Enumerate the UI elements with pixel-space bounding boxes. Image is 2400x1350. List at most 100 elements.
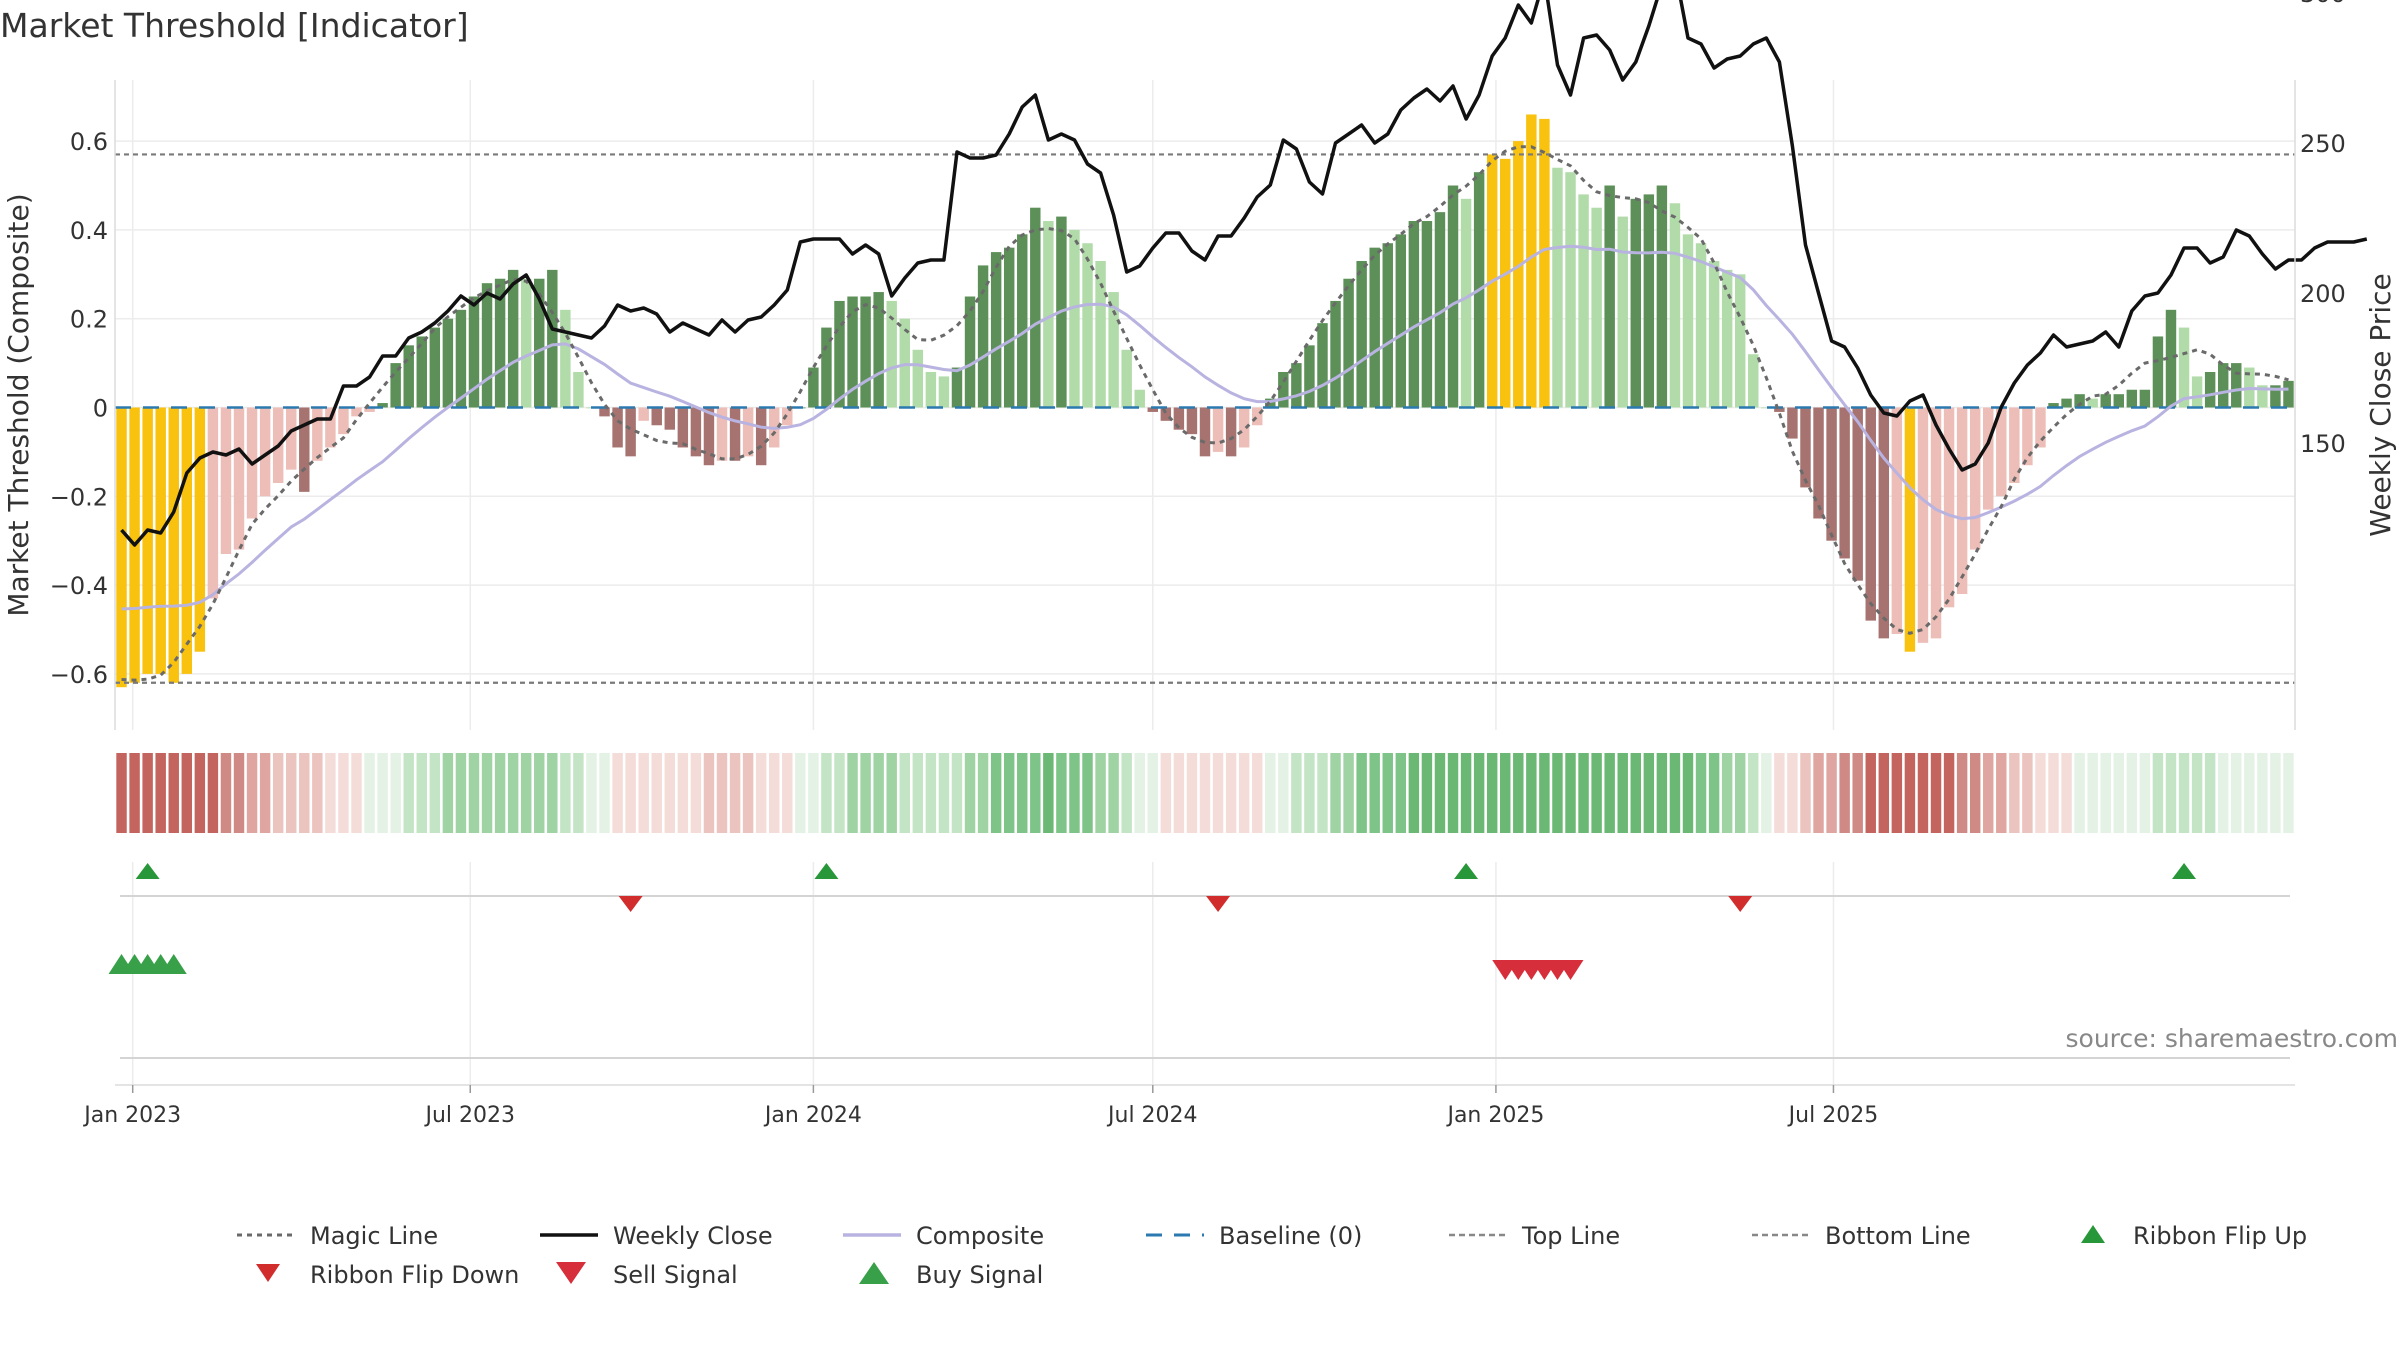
composite-bar [1839, 407, 1850, 559]
ribbon-flip-down-icon [256, 1264, 280, 1282]
composite-bar [1761, 407, 1772, 409]
legend-item-baseline: Baseline (0) [1146, 1222, 1362, 1250]
legend-item-sell-signal: Sell Signal [556, 1261, 738, 1289]
ribbon-cell [1565, 753, 1576, 833]
composite-bar [2283, 380, 2294, 408]
composite-bar [755, 407, 767, 466]
composite-bar [207, 407, 219, 599]
composite-bar [1578, 194, 1589, 408]
ribbon-cell [168, 753, 179, 833]
weekly-close-line [120, 0, 2368, 547]
ribbon-cell [312, 753, 323, 833]
ribbon-cell [377, 753, 388, 833]
ribbon-cell [1108, 753, 1119, 833]
ribbon-cell [220, 753, 232, 833]
composite-bar [1447, 185, 1459, 408]
composite-bar [2178, 327, 2190, 408]
composite-bar [2113, 394, 2124, 408]
y-axis-left-label: Market Threshold (Composite) [2, 193, 35, 616]
ribbon-cell [1317, 753, 1328, 833]
composite-bar [1904, 407, 1916, 652]
ribbon-cell [429, 753, 441, 833]
composite-bar [2231, 363, 2242, 408]
composite-bar [1043, 221, 1054, 408]
composite-bar [703, 407, 715, 466]
composite-bar [2165, 309, 2177, 408]
ribbon-cell [2204, 753, 2216, 833]
ribbon-cell [2217, 753, 2229, 833]
composite-bar [1983, 407, 1994, 510]
ribbon-cell [1708, 753, 1720, 833]
composite-bar [259, 407, 271, 497]
legend-item-magic-line: Magic Line [237, 1222, 438, 1250]
composite-bar [142, 407, 153, 674]
composite-bar [1317, 323, 1328, 408]
ribbon-cell [1356, 753, 1367, 833]
ribbon-cell [1199, 753, 1211, 833]
ribbon-cell [573, 753, 584, 833]
ribbon-cell [207, 753, 219, 833]
composite-bar [2217, 363, 2229, 408]
composite-bar [638, 407, 649, 421]
ribbon-cell [246, 753, 258, 833]
composite-bar [938, 376, 950, 408]
ribbon-cell [742, 753, 754, 833]
composite-bar [2152, 336, 2164, 408]
composite-bar [507, 269, 519, 408]
source-label: source: sharemaestro.com [2066, 1024, 2399, 1053]
composite-bar [1108, 292, 1119, 408]
ribbon-cell [834, 753, 845, 833]
composite-bar [520, 278, 532, 408]
ribbon-cell [1069, 753, 1080, 833]
ribbon-cell [1904, 753, 1916, 833]
sell-signal-icon [556, 1262, 586, 1284]
ribbon-cell [2139, 753, 2151, 833]
ribbon-cell [795, 753, 806, 833]
ribbon-flip-up-marker [814, 863, 839, 879]
composite-bar [834, 300, 845, 408]
y-tick-left-label: 0 [93, 395, 108, 423]
composite-bar [116, 407, 127, 688]
composite-bar [1434, 212, 1446, 408]
composite-bar [1630, 198, 1641, 408]
composite-bar [1656, 185, 1668, 408]
composite-bar [1212, 407, 1224, 452]
composite-bar [1852, 407, 1863, 581]
ribbon-cell [1761, 753, 1772, 833]
composite-bar [299, 407, 310, 492]
ribbon-cell [1878, 753, 1890, 833]
ribbon-cell [2009, 753, 2020, 833]
ribbon-cell [1748, 753, 1759, 833]
composite-bar [677, 407, 689, 448]
legend-item-ribbon-flip-up: Ribbon Flip Up [2081, 1222, 2307, 1250]
composite-bar [1669, 203, 1681, 408]
composite-bar [1199, 407, 1211, 457]
composite-bar [573, 371, 584, 408]
ribbon-cell [2257, 753, 2268, 833]
ribbon-cell [769, 753, 780, 833]
composite-bar [742, 407, 754, 457]
ribbon-cell [1382, 753, 1393, 833]
legend-item-top-line: Top Line [1449, 1222, 1620, 1250]
composite-bar [1774, 407, 1785, 412]
composite-bar [651, 407, 662, 426]
ribbon-cell [1330, 753, 1341, 833]
composite-bar [155, 407, 166, 674]
composite-bar [220, 407, 232, 555]
ribbon-cell [1017, 753, 1028, 833]
ribbon-cell [1734, 753, 1746, 833]
ribbon-cell [2126, 753, 2138, 833]
composite-bar [2126, 389, 2138, 408]
ribbon-cell [1121, 753, 1132, 833]
composite-bar [534, 278, 545, 408]
ribbon-cell [1434, 753, 1446, 833]
legend-label-sell-signal: Sell Signal [613, 1261, 738, 1289]
ribbon-cell [1343, 753, 1354, 833]
ribbon-cell [364, 753, 375, 833]
y-tick-left-label: 0.2 [70, 306, 108, 334]
composite-bar [1996, 407, 2007, 497]
composite-bar [181, 407, 193, 674]
ribbon-cell [1043, 753, 1054, 833]
ribbon-cell [142, 753, 153, 833]
ribbon-cell [2231, 753, 2242, 833]
